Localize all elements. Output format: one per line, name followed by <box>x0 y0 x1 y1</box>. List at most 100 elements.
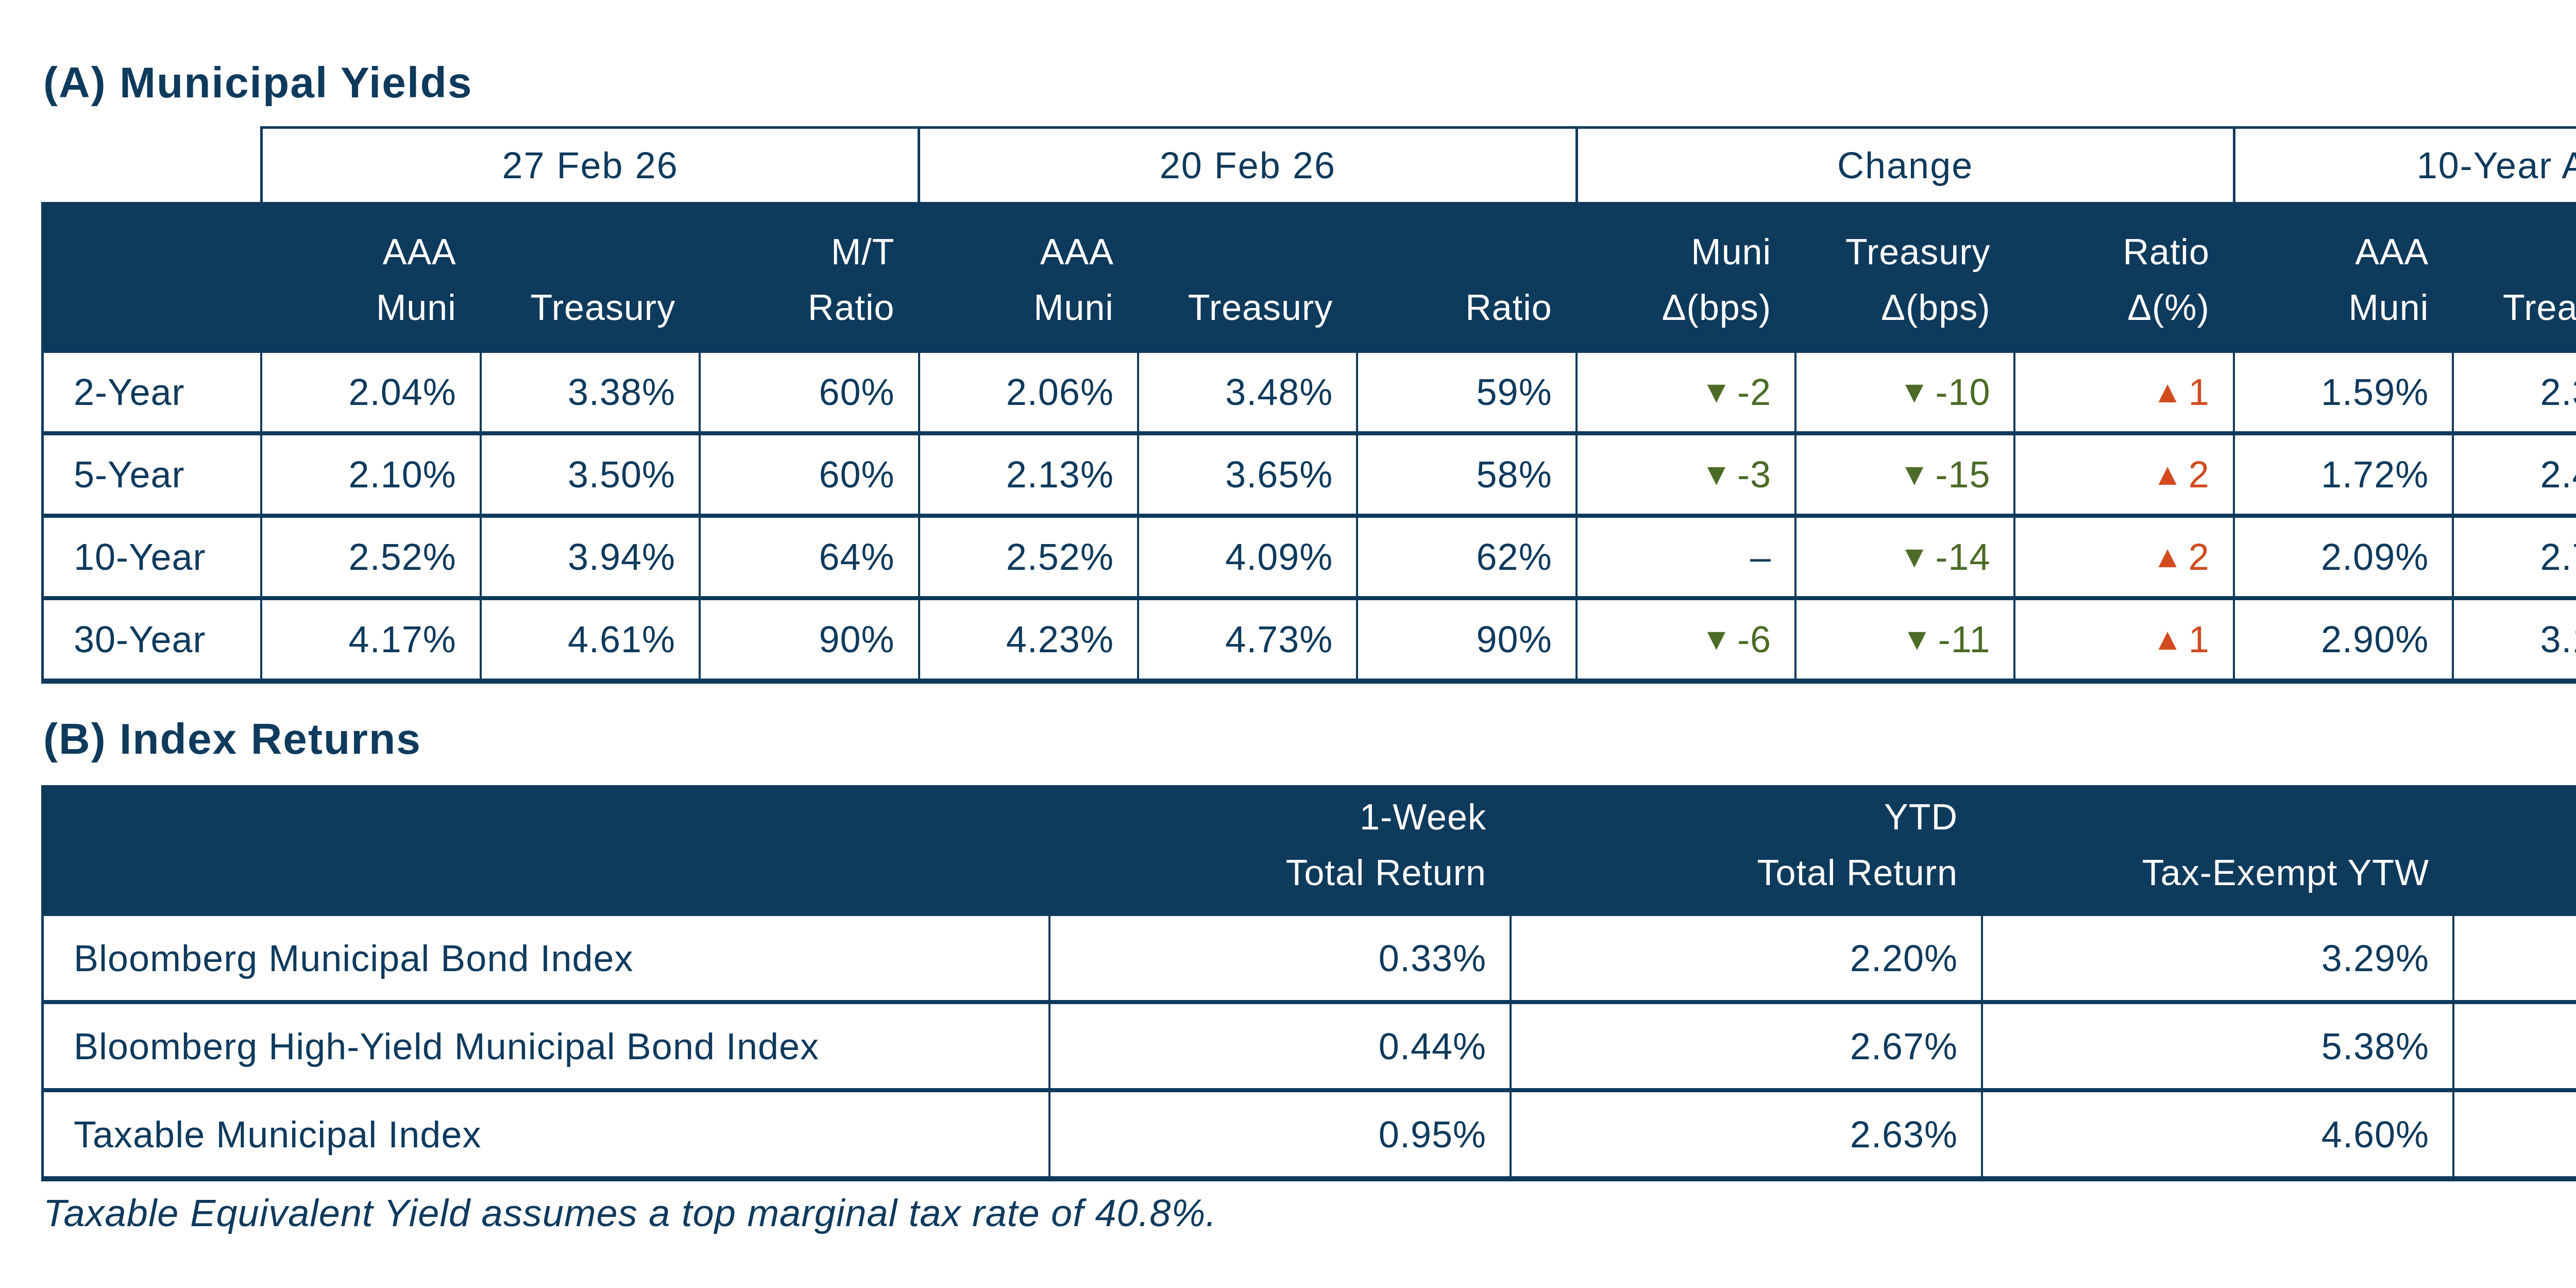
trend-triangle-icon: ▼ <box>1899 541 1930 572</box>
yield-value: 58% <box>1356 435 1575 514</box>
group-header-row: 27 Feb 26 20 Feb 26 Change 10-Year Avera… <box>41 126 2576 202</box>
change-cell: ▼-3 <box>1575 435 1794 514</box>
index-header-row: 1-WeekTotal Return YTD Total Return Tax-E… <box>41 785 2576 916</box>
header-line2: Muni <box>2348 280 2429 335</box>
change-cell: ▲1 <box>2013 600 2232 679</box>
header-line2: Treasury <box>1188 280 1333 335</box>
header-line1: Treasury <box>1845 224 1991 280</box>
header-line1: AAA <box>383 224 456 280</box>
index-row-taxable-muni: Taxable Municipal Index 0.95% 2.63% 4.60… <box>41 1088 2576 1181</box>
group-header-27-feb: 27 Feb 26 <box>260 126 918 202</box>
trend-triangle-icon: ▼ <box>1899 459 1930 490</box>
yield-value: 1.72% <box>2233 435 2452 514</box>
yield-value: 2.48% <box>2452 435 2576 514</box>
yield-value: 2.36% <box>2452 353 2576 431</box>
section-b-title: (B) Index Returns <box>43 714 421 764</box>
yield-value: 2.90% <box>2233 600 2452 679</box>
header-spacer <box>41 785 1048 916</box>
return-value: 4.60% <box>1981 1092 2452 1176</box>
header-line1: Ratio <box>2123 224 2209 280</box>
col-header-ratio-prev: Ratio <box>1356 202 1575 353</box>
return-value: 2.20% <box>1510 916 1981 1000</box>
header-line2: Total Return <box>1286 845 1486 901</box>
trend-triangle-icon: ▲ <box>2152 459 2183 490</box>
row-label: 5-Year <box>41 435 260 514</box>
header-line2: Treasury <box>531 280 676 335</box>
return-value: 0.95% <box>1048 1092 1510 1176</box>
return-value: 5.56% <box>2452 916 2576 1000</box>
col-header-treasury-prev: Treasury <box>1137 202 1356 353</box>
section-a-title: (A) Municipal Yields <box>43 58 472 108</box>
change-cell: ▼-15 <box>1794 435 2013 514</box>
index-row-muni-bond: Bloomberg Municipal Bond Index 0.33% 2.2… <box>41 916 2576 1000</box>
yield-value: 4.17% <box>260 600 479 679</box>
change-cell: – <box>1575 518 1794 596</box>
group-header-20-feb: 20 Feb 26 <box>918 126 1575 202</box>
yield-value: 4.73% <box>1137 600 1356 679</box>
header-spacer <box>41 202 260 353</box>
col-header-muni-delta: MuniΔ(bps) <box>1575 202 1794 353</box>
change-value: – <box>1750 536 1771 578</box>
change-value: 2 <box>2189 453 2210 496</box>
change-cell: ▼-6 <box>1575 600 1794 679</box>
municipal-yields-table: 27 Feb 26 20 Feb 26 Change 10-Year Avera… <box>41 126 2576 684</box>
col-header-1-week: 1-WeekTotal Return <box>1048 785 1510 916</box>
change-cell: ▼-14 <box>1794 518 2013 596</box>
group-header-spacer <box>41 126 260 202</box>
yield-value: 3.94% <box>480 518 699 596</box>
yield-value: 60% <box>699 353 918 431</box>
row-label: Taxable Municipal Index <box>41 1092 1048 1176</box>
yield-value: 64% <box>699 518 918 596</box>
trend-triangle-icon: ▼ <box>1701 624 1732 655</box>
yield-value: 62% <box>1356 518 1575 596</box>
row-label: 10-Year <box>41 518 260 596</box>
yield-value: 2.06% <box>918 353 1137 431</box>
change-cell: ▼-11 <box>1794 600 2013 679</box>
yield-row-2-year: 2-Year 2.04% 3.38% 60% 2.06% 3.48% 59% ▼… <box>41 353 2576 431</box>
header-line2: Δ(bps) <box>1662 280 1771 335</box>
yield-value: 2.09% <box>2233 518 2452 596</box>
header-line2: Muni <box>1033 280 1114 335</box>
trend-triangle-icon: ▲ <box>2152 377 2183 408</box>
change-value: -11 <box>1938 618 1991 660</box>
yield-value: 3.48% <box>1137 353 1356 431</box>
row-label: 2-Year <box>41 353 260 431</box>
change-value: 1 <box>2189 371 2210 413</box>
yield-value: 3.15% <box>2452 600 2576 679</box>
group-header-change: Change <box>1575 126 2233 202</box>
return-value: 2.67% <box>1510 1004 1981 1088</box>
col-header-mt-ratio: M/TRatio <box>699 202 918 353</box>
yield-value: 2.04% <box>260 353 479 431</box>
footnote: Taxable Equivalent Yield assumes a top m… <box>43 1191 1217 1235</box>
col-header-tax-exempt-ytw: Tax-Exempt YTW <box>1981 785 2452 916</box>
index-returns-table: 1-WeekTotal Return YTD Total Return Tax-E… <box>41 785 2576 1181</box>
col-header-aaa-muni-prev: AAAMuni <box>918 202 1137 353</box>
yield-row-30-year: 30-Year 4.17% 4.61% 90% 4.23% 4.73% 90% … <box>41 596 2576 684</box>
yield-value: 1.59% <box>2233 353 2452 431</box>
yield-value: 2.52% <box>260 518 479 596</box>
return-value: 5.38% <box>1981 1004 2452 1088</box>
yield-value: 3.65% <box>1137 435 1356 514</box>
change-cell: ▲1 <box>2013 353 2232 431</box>
yield-value: 59% <box>1356 353 1575 431</box>
row-label: 30-Year <box>41 600 260 679</box>
yield-value: 4.09% <box>1137 518 1356 596</box>
yield-value: 2.13% <box>918 435 1137 514</box>
return-value: 0.44% <box>1048 1004 1510 1088</box>
change-value: -15 <box>1935 453 1990 496</box>
row-label: Bloomberg High-Yield Municipal Bond Inde… <box>41 1004 1048 1088</box>
trend-triangle-icon: ▼ <box>1899 377 1930 408</box>
header-line1: AAA <box>2355 224 2429 280</box>
header-line2: Tax-Exempt YTW <box>2142 845 2429 901</box>
change-cell: ▲2 <box>2013 435 2232 514</box>
return-value: 4.60% <box>2452 1092 2576 1176</box>
change-value: -14 <box>1935 536 1990 578</box>
yield-row-5-year: 5-Year 2.10% 3.50% 60% 2.13% 3.65% 58% ▼… <box>41 431 2576 514</box>
trend-triangle-icon: ▼ <box>1701 459 1732 490</box>
header-line2: Muni <box>376 280 456 335</box>
header-line1: Muni <box>1691 224 1771 280</box>
header-line1: YTD <box>1884 789 1958 845</box>
header-line2: Ratio <box>808 280 894 335</box>
col-header-treasury-avg: Treasury <box>2452 202 2576 353</box>
return-value: 9.09% <box>2452 1004 2576 1088</box>
